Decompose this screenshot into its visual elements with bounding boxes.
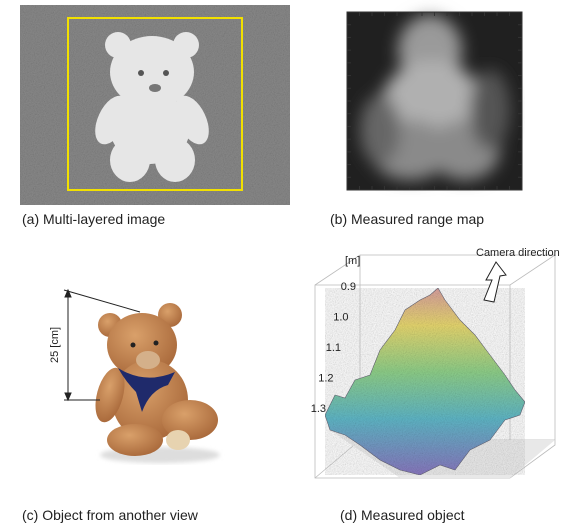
axis-label: 1.3 [311,403,326,415]
panel-b: (b) Measured range map [330,12,522,227]
arrow-label: Camera direction [476,247,560,259]
caption: (a) Multi-layered image [22,211,165,227]
caption: (c) Object from another view [22,507,199,523]
camera-arrow [484,262,506,302]
panel-d: [m] 0.9 1.0 1.1 1.2 1.3 Camera direction (d)… [311,247,560,523]
panel-c: 25 [cm] (c) Object from another view [22,290,220,523]
dimension-label: 25 [cm] [49,327,61,363]
figure: (a) Multi-layered image (b) Measured ran… [0,0,563,527]
axis-label: 1.2 [318,373,333,385]
axis-label: 0.9 [341,281,356,293]
caption: (b) Measured range map [330,211,484,227]
axis-label: 1.0 [333,312,348,324]
caption: (d) Measured object [340,507,465,523]
axis-label: 1.1 [326,342,341,354]
axis-unit: [m] [345,255,360,267]
panel-a: (a) Multi-layered image [20,5,290,227]
page: {"panels": [ {"caption": "(a) Multi-laye… [0,0,563,527]
